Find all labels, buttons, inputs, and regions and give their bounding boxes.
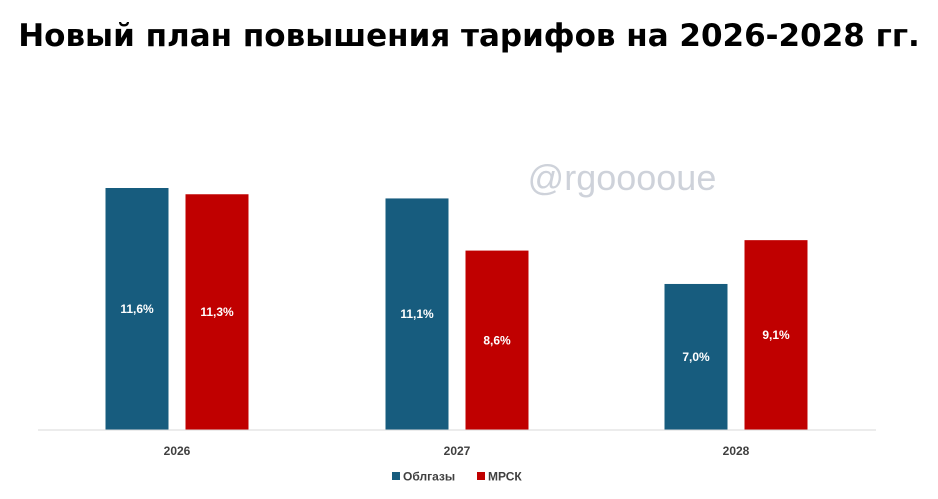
- bar-2028-mrsk: [744, 240, 808, 430]
- page-title: Новый план повышения тарифов на 2026-202…: [18, 18, 920, 54]
- legend: Облгазы МРСК: [392, 470, 522, 484]
- data-label-2027-oblgazy: 11,1%: [400, 307, 434, 321]
- bar-2027-oblgazy: [385, 198, 449, 430]
- data-label-2028-oblgazy: 7,0%: [682, 350, 710, 364]
- x-tick-label-2028: 2028: [723, 444, 750, 458]
- bar-2026-mrsk: [185, 194, 249, 430]
- x-tick-label-2027: 2027: [444, 444, 471, 458]
- legend-label-mrsk: МРСК: [488, 470, 522, 484]
- bar-2027-mrsk: [465, 250, 529, 430]
- bar-2026-oblgazy: [105, 188, 169, 430]
- legend-swatch-oblgazy: [392, 472, 400, 480]
- data-label-2026-oblgazy: 11,6%: [120, 302, 154, 316]
- watermark: @rgooooue: [528, 157, 717, 198]
- x-tick-label-2026: 2026: [164, 444, 191, 458]
- data-label-2027-mrsk: 8,6%: [483, 333, 511, 347]
- legend-label-oblgazy: Облгазы: [403, 470, 455, 484]
- x-axis-ticks: 2026 2027 2028: [164, 444, 750, 458]
- bars-group: 11,6% 11,3% 11,1% 8,6% 7,0% 9,1%: [105, 188, 808, 430]
- data-label-2028-mrsk: 9,1%: [762, 328, 790, 342]
- bar-2028-oblgazy: [664, 283, 728, 430]
- data-label-2026-mrsk: 11,3%: [200, 305, 234, 319]
- legend-swatch-mrsk: [477, 472, 485, 480]
